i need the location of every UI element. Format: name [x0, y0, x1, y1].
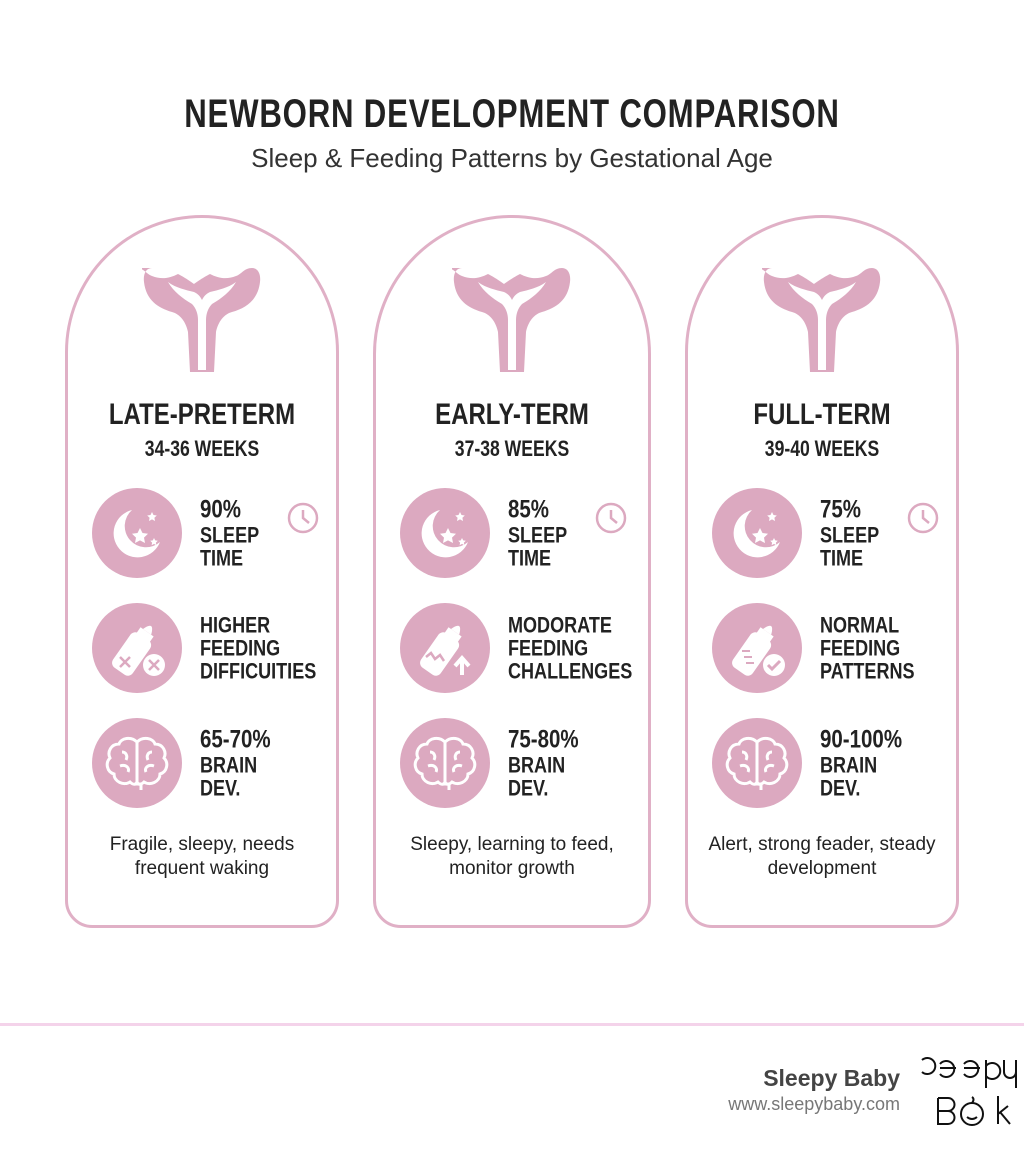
moon-stars-icon	[92, 488, 182, 578]
moon-stars-icon	[712, 488, 802, 578]
sleepy-baby-logo	[921, 1057, 1017, 1126]
card-weeks: 39-40 WEEKS	[764, 436, 880, 461]
card-description: Sleepy, learning to feed, monitor growth	[410, 834, 614, 879]
clock-icon	[906, 501, 940, 535]
brain-row: 75-80% BRAIN DEV.	[400, 718, 630, 808]
clock-icon	[594, 501, 628, 535]
sleep-text: 85% SLEEP TIME	[508, 495, 608, 571]
brain-icon	[92, 718, 182, 808]
sleep-value: 75%	[820, 495, 862, 524]
card-full-term: FULL-TERM 39-40 WEEKS 75% SLEEP TIME NORM…	[685, 215, 959, 928]
sleep-label: SLEEP TIME	[200, 522, 259, 571]
brain-icon	[712, 718, 802, 808]
brain-text: 90-100% BRAIN DEV.	[820, 725, 920, 801]
uterus-icon	[756, 260, 882, 375]
sleep-text: 90% SLEEP TIME	[200, 495, 300, 571]
card-title: LATE-PRETERM	[108, 398, 296, 431]
card-weeks: 37-38 WEEKS	[454, 436, 570, 461]
feeding-text: HIGHER FEEDING DIFFICUITIES	[200, 612, 317, 684]
sleep-row: 90% SLEEP TIME	[92, 488, 322, 578]
brain-row: 90-100% BRAIN DEV.	[712, 718, 942, 808]
sleep-text: 75% SLEEP TIME	[820, 495, 920, 571]
brain-text: 65-70% BRAIN DEV.	[200, 725, 300, 801]
brain-label: BRAIN DEV.	[200, 752, 258, 801]
card-description: Fragile, sleepy, needs frequent waking	[109, 834, 295, 879]
brain-value: 65-70%	[200, 725, 271, 754]
brand-name: Sleepy Baby	[763, 1065, 900, 1091]
feeding-text: MODORATE FEEDING CHALLENGES	[508, 612, 633, 684]
bottle-check-icon	[712, 603, 802, 693]
uterus-icon	[446, 260, 572, 375]
card-late-preterm: LATE-PRETERM 34-36 WEEKS 90% SLEEP TIME H…	[65, 215, 339, 928]
sleep-row: 75% SLEEP TIME	[712, 488, 942, 578]
bottle-x-icon	[92, 603, 182, 693]
footer-divider	[0, 1023, 1024, 1026]
page-title: NEWBORN DEVELOPMENT COMPARISON	[184, 92, 840, 136]
feeding-text: NORMAL FEEDING PATTERNS	[820, 612, 915, 684]
sleep-row: 85% SLEEP TIME	[400, 488, 630, 578]
card-early-term: EARLY-TERM 37-38 WEEKS 85% SLEEP TIME MOD…	[373, 215, 651, 928]
brain-value: 90-100%	[820, 725, 903, 754]
moon-stars-icon	[400, 488, 490, 578]
brand-url[interactable]: www.sleepybaby.com	[728, 1094, 900, 1114]
sleep-value: 90%	[200, 495, 242, 524]
card-description: Alert, strong feader, steady development	[708, 834, 936, 879]
uterus-icon	[136, 260, 262, 375]
bottle-arrow-up-icon	[400, 603, 490, 693]
sleep-label: SLEEP TIME	[508, 522, 567, 571]
brain-row: 65-70% BRAIN DEV.	[92, 718, 322, 808]
sleep-label: SLEEP TIME	[820, 522, 879, 571]
feeding-row: HIGHER FEEDING DIFFICUITIES	[92, 603, 322, 693]
card-weeks: 34-36 WEEKS	[144, 436, 260, 461]
brain-value: 75-80%	[508, 725, 579, 754]
card-title: EARLY-TERM	[435, 398, 589, 431]
feeding-row: NORMAL FEEDING PATTERNS	[712, 603, 942, 693]
sleep-value: 85%	[508, 495, 550, 524]
feeding-row: MODORATE FEEDING CHALLENGES	[400, 603, 633, 693]
page-subtitle: Sleep & Feeding Patterns by Gestational …	[251, 143, 773, 173]
brain-label: BRAIN DEV.	[508, 752, 566, 801]
clock-icon	[286, 501, 320, 535]
brain-text: 75-80% BRAIN DEV.	[508, 725, 608, 801]
footer-brand: Sleepy Baby www.sleepybaby.com	[728, 1065, 900, 1115]
card-title: FULL-TERM	[753, 398, 891, 431]
brain-icon	[400, 718, 490, 808]
brain-label: BRAIN DEV.	[820, 752, 878, 801]
